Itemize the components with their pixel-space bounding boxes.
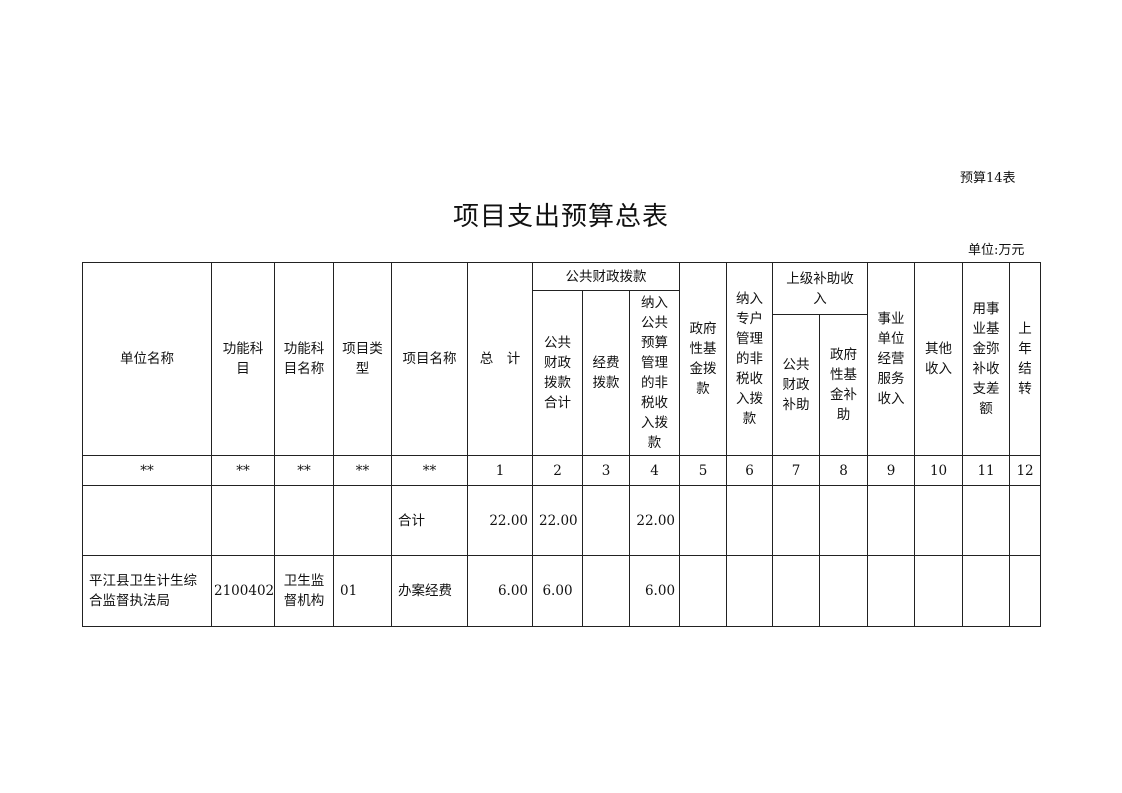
table-row-total: 合计 22.00 22.00 22.00	[82, 485, 1042, 556]
header-pf-nontax: 纳入 公共 预算 管理 的非 税收 入拨 款	[628, 290, 681, 456]
index-cell: **	[211, 455, 275, 486]
cell-pf-expense	[582, 485, 630, 556]
cell-empty	[726, 485, 774, 556]
form-number: 预算14表	[960, 171, 1016, 186]
cell-func-name	[274, 485, 334, 556]
cell-func-name: 卫生监 督机构	[274, 555, 334, 627]
cell-empty	[819, 555, 869, 627]
index-cell: **	[333, 455, 392, 486]
cell-unit-name	[82, 485, 212, 556]
index-cell: 1	[467, 455, 533, 486]
index-cell: 3	[582, 455, 630, 486]
table-row: 平江县卫生计生综合监督执法局 2100402 卫生监 督机构 01 办案经费 6…	[82, 555, 1042, 627]
index-cell: 7	[772, 455, 821, 486]
index-cell: 8	[819, 455, 869, 486]
unit-label: 单位:万元	[968, 243, 1025, 258]
cell-total: 22.00	[467, 485, 533, 556]
cell-pf-total: 6.00	[532, 555, 583, 627]
page-title: 项目支出预算总表	[452, 202, 669, 232]
header-row: 单位名称 功能科 目 功能科 目名称 项目类 型 项目名称 总 计 公共财政拨款…	[82, 262, 1042, 456]
header-sup-gov-fund: 政府 性基 金补 助	[819, 314, 869, 456]
cell-pf-nontax: 6.00	[628, 555, 681, 627]
header-pf-expense: 经费 拨款	[582, 290, 630, 456]
index-cell: **	[391, 455, 468, 486]
index-cell: 5	[679, 455, 728, 486]
index-cell: 4	[628, 455, 681, 486]
header-carryover: 上 年 结 转	[1009, 262, 1042, 456]
cell-empty	[819, 485, 869, 556]
index-cell: **	[274, 455, 334, 486]
header-sup-public: 公共 财政 补助	[772, 314, 821, 456]
cell-empty	[962, 555, 1011, 627]
header-business: 事业 单位 经营 服务 收入	[867, 262, 916, 456]
index-row: ** ** ** ** ** 1 2 3 4 5 6 7 8 9 10 11 1…	[82, 455, 1042, 486]
index-cell: 12	[1009, 455, 1042, 486]
cell-empty	[726, 555, 774, 627]
index-cell: **	[82, 455, 212, 486]
cell-empty	[679, 555, 728, 627]
header-func-name: 功能科 目名称	[274, 262, 334, 456]
header-unit-name: 单位名称	[82, 262, 212, 456]
cell-total: 6.00	[467, 555, 533, 627]
cell-empty	[679, 485, 728, 556]
cell-empty	[1009, 485, 1042, 556]
index-cell: 10	[914, 455, 964, 486]
cell-empty	[1009, 555, 1042, 627]
header-func-code: 功能科 目	[211, 262, 275, 456]
cell-pf-nontax: 22.00	[628, 485, 681, 556]
cell-proj-name: 办案经费	[391, 555, 468, 627]
header-fund-offset: 用事 业基 金弥 补收 支差 额	[962, 262, 1011, 456]
budget-table: 单位名称 功能科 目 功能科 目名称 项目类 型 项目名称 总 计 公共财政拨款…	[82, 262, 1042, 627]
cell-empty	[867, 485, 916, 556]
cell-empty	[772, 555, 821, 627]
header-special-nontax: 纳入 专户 管理 的非 税收 入拨 款	[726, 262, 774, 456]
cell-func-code	[211, 485, 275, 556]
header-superior: 上级补助收 入	[772, 262, 869, 315]
index-cell: 11	[962, 455, 1011, 486]
header-other: 其他 收入	[914, 262, 964, 456]
header-proj-type: 项目类 型	[333, 262, 392, 456]
cell-empty	[914, 555, 964, 627]
cell-empty	[772, 485, 821, 556]
index-cell: 9	[867, 455, 916, 486]
cell-empty	[867, 555, 916, 627]
header-proj-name: 项目名称	[391, 262, 468, 456]
cell-proj-name: 合计	[391, 485, 468, 556]
header-pf-total: 公共 财政 拨款 合计	[532, 290, 583, 456]
header-gov-fund: 政府 性基 金拨 款	[679, 262, 728, 456]
index-cell: 6	[726, 455, 774, 486]
cell-empty	[962, 485, 1011, 556]
cell-empty	[914, 485, 964, 556]
cell-pf-total: 22.00	[532, 485, 583, 556]
cell-pf-expense	[582, 555, 630, 627]
cell-proj-type: 01	[333, 555, 392, 627]
header-total: 总 计	[467, 262, 533, 456]
cell-proj-type	[333, 485, 392, 556]
cell-unit-name: 平江县卫生计生综合监督执法局	[82, 555, 212, 627]
cell-func-code: 2100402	[211, 555, 275, 627]
header-public-finance: 公共财政拨款	[531, 262, 681, 291]
index-cell: 2	[532, 455, 583, 486]
